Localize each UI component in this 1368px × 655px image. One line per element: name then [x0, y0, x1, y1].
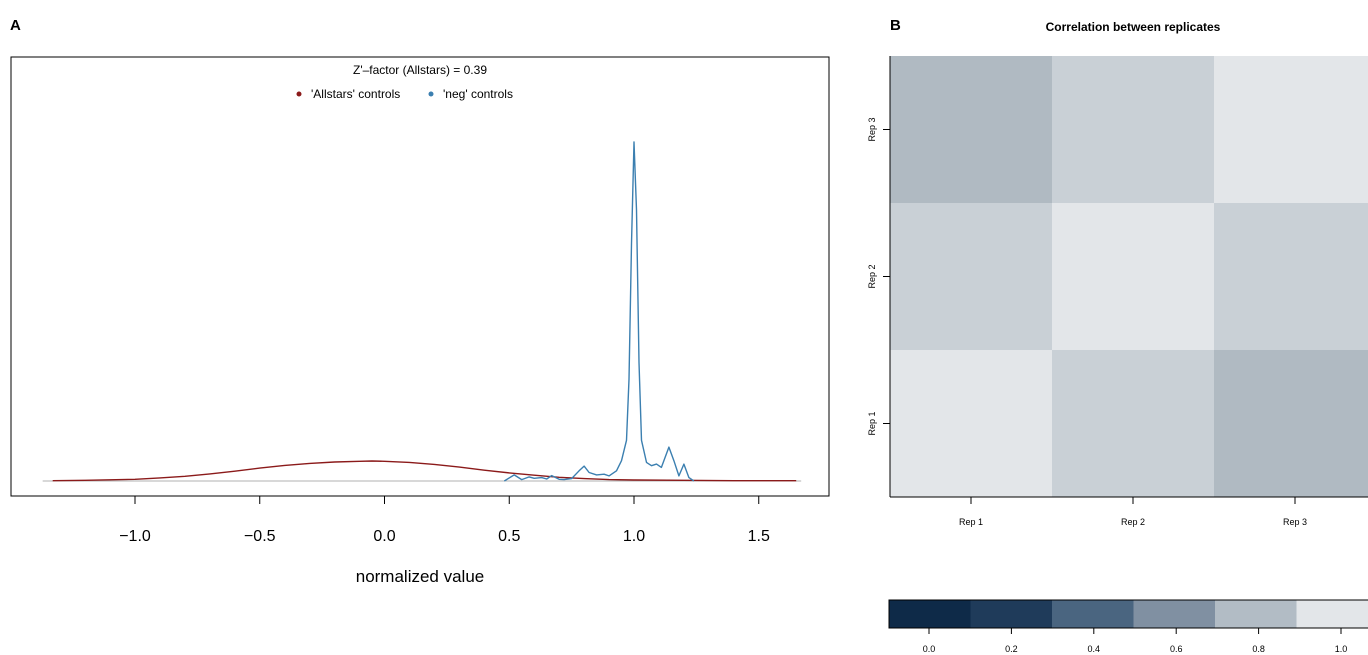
x-tick-label-4: 1.0 — [623, 528, 645, 545]
colorbar-tick-label-4: 0.8 — [1252, 644, 1265, 654]
heatmap-cell-y3-x1 — [890, 56, 1052, 203]
legend-marker-neg — [428, 91, 434, 97]
legend-label-neg: 'neg' controls — [443, 87, 513, 101]
heatmap-cell-y3-x2 — [1052, 56, 1214, 203]
x-tick-label-5: 1.5 — [748, 528, 770, 545]
colorbar-segment-2 — [1052, 600, 1134, 628]
density-series-line-0 — [52, 460, 797, 482]
heatmap-cell-y2-x1 — [890, 203, 1052, 350]
colorbar-tick-label-5: 1.0 — [1335, 644, 1348, 654]
heatmap-cell-y2-x2 — [1052, 203, 1214, 350]
heatmap-x-label-2: Rep 3 — [1283, 517, 1307, 527]
x-tick-label-0: −1.0 — [119, 528, 151, 545]
legend-label-allstars: 'Allstars' controls — [311, 87, 400, 101]
colorbar-segment-5 — [1296, 600, 1368, 628]
x-tick-label-2: 0.0 — [373, 528, 395, 545]
panel-label-a: A — [10, 17, 21, 34]
heatmap-y-label-2: Rep 3 — [867, 117, 877, 141]
heatmap-title: Correlation between replicates — [1046, 20, 1221, 34]
heatmap-cell-y3-x3 — [1214, 56, 1368, 203]
heatmap-x-label-1: Rep 2 — [1121, 517, 1145, 527]
colorbar-segment-4 — [1215, 600, 1297, 628]
heatmap-cell-y1-x3 — [1214, 350, 1368, 497]
x-axis-label: normalized value — [356, 567, 485, 586]
colorbar-segment-0 — [889, 600, 971, 628]
panel-label-b: B — [890, 17, 901, 34]
heatmap-cell-y2-x3 — [1214, 203, 1368, 350]
legend-marker-allstars — [296, 91, 302, 97]
colorbar-tick-label-0: 0.0 — [923, 644, 936, 654]
heatmap-cell-y1-x1 — [890, 350, 1052, 497]
colorbar-tick-label-3: 0.6 — [1170, 644, 1183, 654]
colorbar-segment-3 — [1133, 600, 1216, 628]
density-series-line-1 — [503, 141, 695, 482]
heatmap-cell-y1-x2 — [1052, 350, 1214, 497]
density-legend: 'Allstars' controls 'neg' controls — [296, 87, 513, 101]
heatmap-x-label-0: Rep 1 — [959, 517, 983, 527]
density-title: Z'–factor (Allstars) = 0.39 — [353, 63, 487, 77]
density-chart: Z'–factor (Allstars) = 0.39 'Allstars' c… — [10, 56, 830, 586]
density-plot-frame — [10, 56, 830, 497]
colorbar-segment-1 — [970, 600, 1053, 628]
heatmap-y-label-1: Rep 2 — [867, 264, 877, 288]
colorbar-tick-label-1: 0.2 — [1005, 644, 1018, 654]
heatmap-chart: Correlation between replicates Rep 1 Rep … — [867, 20, 1368, 654]
x-tick-label-1: −0.5 — [244, 528, 276, 545]
colorbar-tick-label-2: 0.4 — [1088, 644, 1101, 654]
heatmap-y-label-0: Rep 1 — [867, 411, 877, 435]
colorbar-frame — [888, 599, 1368, 629]
x-tick-label-3: 0.5 — [498, 528, 520, 545]
